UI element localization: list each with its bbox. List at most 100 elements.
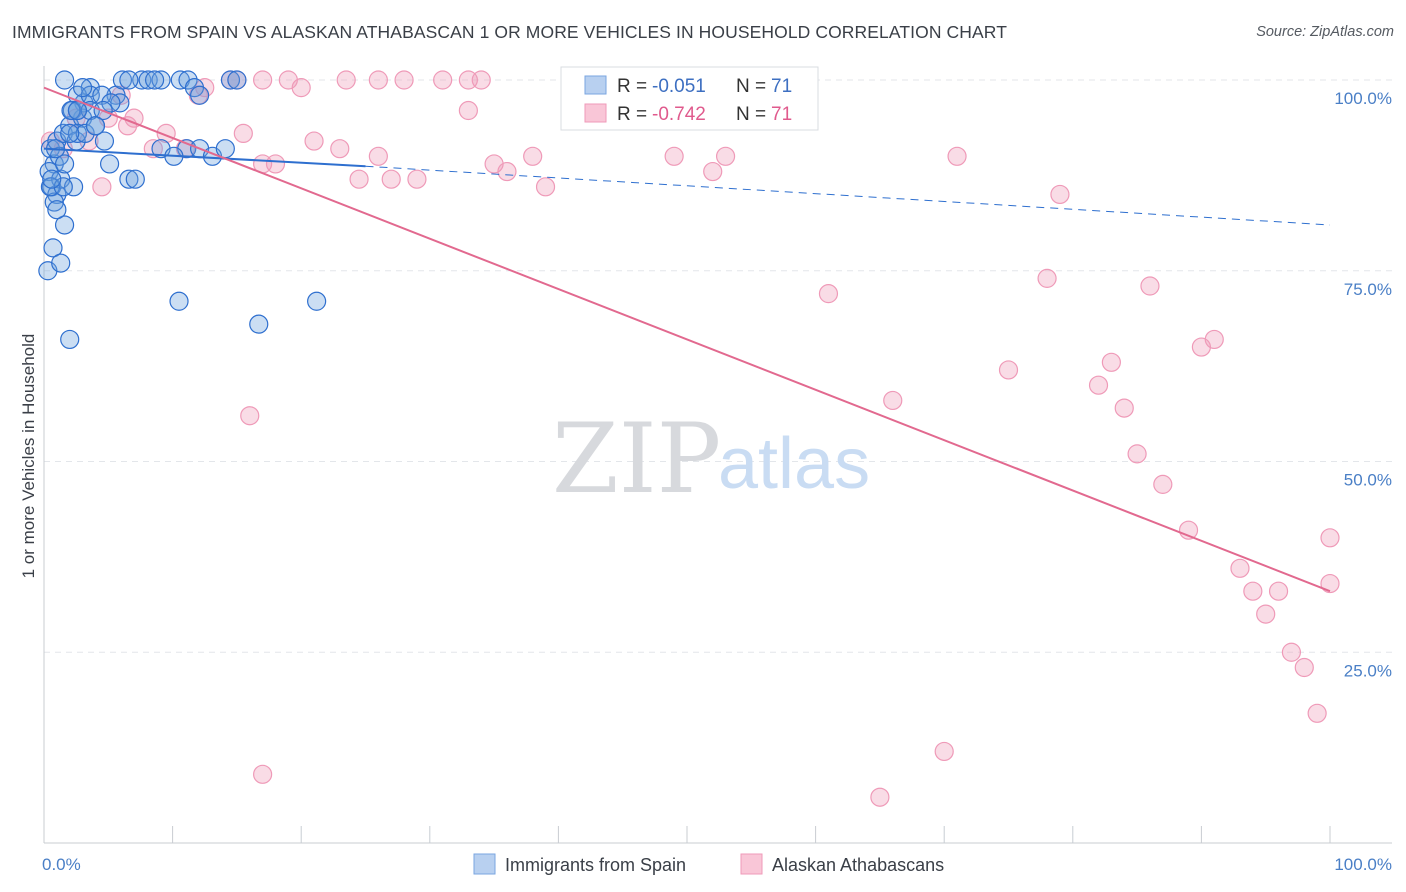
data-point [119, 169, 139, 189]
data-point [47, 200, 67, 220]
data-point [60, 329, 80, 350]
source-credit: Source: ZipAtlas.com [1256, 24, 1394, 40]
y-tick-label: 50.0% [1344, 471, 1392, 490]
data-point [265, 154, 286, 174]
data-point [818, 284, 839, 304]
data-point [1320, 573, 1340, 594]
data-point [249, 314, 269, 334]
data-point [458, 100, 478, 121]
legend-pink-label: Alaskan Athabascans [772, 855, 944, 875]
data-point [715, 146, 736, 166]
data-point [349, 169, 369, 189]
data-point [1281, 642, 1302, 662]
data-point [330, 139, 350, 159]
data-point [1243, 581, 1263, 601]
data-point [1050, 184, 1070, 205]
watermark-atlas: atlas [718, 424, 870, 504]
trend-line-pink [43, 86, 1331, 593]
data-point [101, 93, 121, 113]
series-immigrants-from-spain [38, 70, 327, 350]
data-point [143, 139, 163, 159]
trend-lines [43, 86, 1331, 593]
data-point [703, 161, 723, 182]
data-point [1256, 604, 1276, 624]
data-point [471, 70, 491, 90]
data-point [54, 70, 75, 90]
data-point [75, 123, 95, 144]
stats-pink-r-label: R = [617, 104, 647, 125]
stats-pink-n-label: N = [736, 104, 766, 125]
data-point [227, 70, 247, 90]
data-point [169, 291, 189, 311]
data-point [60, 123, 80, 144]
stats-blue-n-label: N = [736, 76, 766, 97]
data-point [92, 177, 112, 197]
data-point [1114, 398, 1134, 418]
data-point [39, 161, 59, 182]
data-point [119, 70, 139, 90]
data-point [53, 177, 73, 197]
data-point [63, 177, 84, 197]
data-point [433, 70, 453, 90]
chart-title: IMMIGRANTS FROM SPAIN VS ALASKAN ATHABAS… [12, 22, 1007, 42]
stats-blue-r-value: -0.051 [652, 76, 706, 97]
data-point [407, 169, 427, 189]
data-point [178, 70, 198, 90]
data-point [307, 291, 327, 311]
data-point [1127, 444, 1147, 464]
legend-blue-swatch [473, 853, 496, 875]
data-point [51, 253, 71, 273]
data-point [368, 70, 388, 90]
data-point [111, 85, 131, 105]
x-tick-labels: 0.0% 100.0% [42, 855, 1392, 874]
data-point [1294, 657, 1314, 678]
stats-box: R = -0.051 N = 71 R = -0.742 N = 71 [560, 66, 819, 131]
data-point [535, 177, 556, 197]
data-point [1204, 329, 1224, 350]
data-point [883, 390, 903, 411]
stats-blue-r-label: R = [617, 76, 647, 97]
data-point [80, 85, 100, 105]
stats-pink-n-value: 71 [771, 104, 792, 125]
stats-pink-r-value: -0.742 [652, 104, 706, 125]
data-point [947, 146, 967, 166]
data-point [1230, 558, 1250, 578]
data-point [870, 787, 890, 807]
data-point [1037, 268, 1057, 288]
data-point [368, 146, 388, 166]
data-point [42, 169, 62, 189]
data-point [151, 70, 171, 90]
data-point [144, 70, 165, 90]
data-point [43, 238, 63, 258]
data-point [54, 154, 75, 174]
data-point [253, 764, 273, 784]
data-point [67, 123, 88, 144]
data-point [94, 131, 115, 151]
data-point [336, 70, 356, 90]
data-point [124, 108, 144, 128]
data-point [1140, 276, 1160, 296]
legend-blue-label: Immigrants from Spain [505, 855, 686, 875]
data-point [497, 161, 517, 182]
y-axis-label: 1 or more Vehicles in Household [19, 334, 38, 579]
data-point [85, 116, 106, 136]
data-point [72, 78, 93, 98]
data-point [998, 360, 1019, 380]
data-point [1320, 528, 1340, 548]
data-point [523, 146, 543, 166]
data-point [112, 70, 133, 90]
data-point [125, 169, 145, 189]
data-point [99, 154, 120, 174]
data-point [304, 131, 324, 151]
trend-line-blue [43, 147, 366, 168]
stats-blue-n-value: 71 [771, 76, 792, 97]
stats-pink-swatch [584, 103, 607, 123]
y-tick-label: 25.0% [1344, 661, 1392, 680]
data-point [190, 85, 210, 105]
data-point [1307, 703, 1327, 723]
data-point [61, 100, 81, 121]
x-tick-label: 100.0% [1334, 855, 1392, 874]
data-point [215, 139, 235, 159]
trend-line-blue-dashed [365, 165, 1331, 226]
x-tick-label: 0.0% [42, 855, 81, 874]
